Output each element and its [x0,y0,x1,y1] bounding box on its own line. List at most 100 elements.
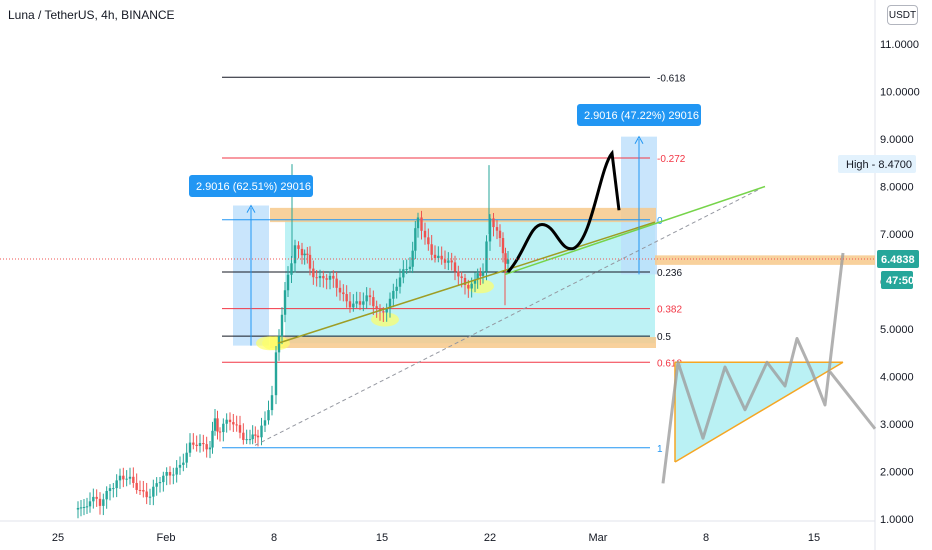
candle-body [440,255,443,260]
candle-body [345,294,348,302]
measure-label-bg [577,104,701,126]
candle-body [280,314,284,337]
time-axis[interactable]: 25 Feb 8 15 22 Mar 8 15 [52,532,820,544]
candle-body [293,245,297,264]
price-tick-label: 4.0000 [880,372,914,384]
candle-body [297,245,300,249]
price-tick-label: 9.0000 [880,134,914,146]
candle-body [332,275,335,279]
schematic-wave [661,252,845,484]
time-tick-label: 15 [808,532,820,544]
measure-arrowhead-left [246,204,256,213]
candle-body [437,255,440,259]
candle-body [385,308,388,313]
candle-body [411,250,414,267]
candle-body [382,311,385,313]
candle-body [148,496,152,498]
candle-body [138,489,142,491]
candle-body [443,259,447,263]
candle-body [420,217,423,231]
current-price-text: 6.4838 [881,254,915,266]
candle-body [290,263,293,275]
candle-body [228,419,232,423]
candle-body [427,237,430,245]
candle-body [112,488,115,490]
candle-body [125,478,128,480]
price-tick-label: 7.0000 [880,229,914,241]
candle-body [92,496,95,502]
candle-body [235,424,238,426]
candle-body [362,301,365,305]
candle-body [315,277,318,279]
time-tick-label: 15 [376,532,388,544]
candle-body [447,260,450,263]
price-tick-label: 3.0000 [880,419,914,431]
candle-body [202,443,205,445]
high-label-text: High - 8.4700 [846,159,912,171]
candle-body [450,260,453,263]
projected-path [506,149,621,273]
candle-body [128,476,132,479]
candle-body [79,507,83,509]
currency-button[interactable]: USDT [887,5,918,25]
candle-body [118,475,122,481]
candle-body [152,486,155,497]
candle-body [398,277,402,287]
candle-body [308,254,312,269]
measure-arrowhead-right [634,135,644,144]
measure-label-text: 2.9016 (62.51%) 29016 [196,181,311,193]
candle-body [453,262,457,272]
current-price-badge: 6.4838 [877,250,919,268]
candle-body [338,287,342,293]
candle-body [372,297,375,307]
price-axis[interactable]: 11.000010.00009.00008.00007.00006.00005.… [880,39,920,526]
candle-body [495,227,499,231]
candle-body [232,422,235,425]
candle-body [322,275,325,279]
candle-body [479,273,482,276]
candle-body [182,462,185,465]
candle-body [467,284,470,289]
time-tick-label: 22 [484,532,496,544]
candle-body [348,301,352,308]
candle-body [352,303,355,308]
candle-body [105,490,108,500]
candle-body [98,498,102,506]
candle-body [248,439,252,441]
candle-body [473,279,477,284]
candle-body [325,278,328,280]
time-tick-label: Mar [589,532,608,544]
candle-body [142,490,145,492]
candle-body [470,283,473,289]
price-tick-label: 2.0000 [880,467,914,479]
price-tick-label: 11.0000 [880,39,919,51]
candle-body [85,506,89,508]
candle-body [355,301,358,304]
candle-body [263,420,267,426]
candle-body [178,464,182,468]
fib-label: -0.272 [657,154,686,165]
candle-body [300,248,304,256]
candle-body [145,491,148,498]
candle-body [198,443,202,447]
fib-label: 1 [657,444,663,455]
candle-body [172,474,175,476]
time-tick-label: Feb [157,532,176,544]
candle-body [358,301,362,305]
candle-body [277,336,281,353]
candle-body [395,286,398,291]
price-tick-label: 8.0000 [880,182,914,194]
candles [76,164,510,519]
touch-highlight [256,336,284,351]
candle-body [463,277,467,285]
candle-body [342,292,345,295]
candle-body [318,275,322,279]
candle-body [76,507,80,510]
price-tick-label: 1.0000 [880,514,914,526]
fib-label: 0.5 [657,332,671,343]
candle-body [312,268,315,278]
candle-body [115,480,118,489]
candle-body [303,253,306,256]
schematic-wave-tail [828,370,877,430]
